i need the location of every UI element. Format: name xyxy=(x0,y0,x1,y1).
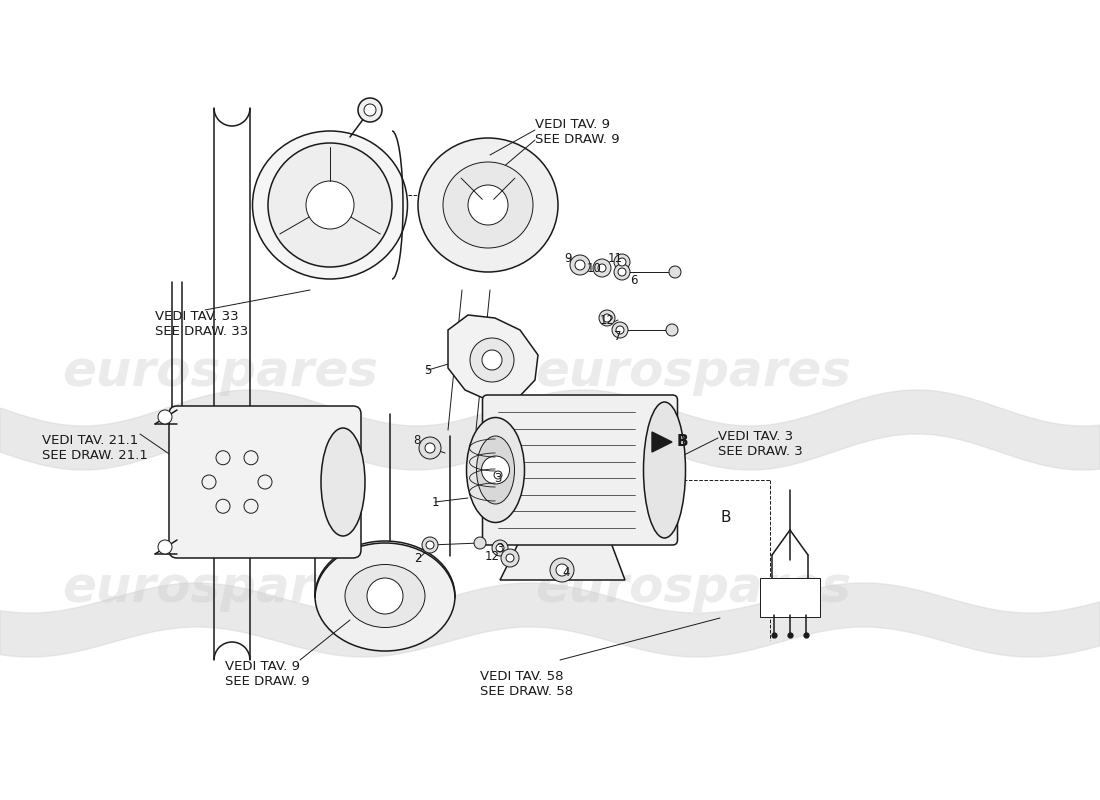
Circle shape xyxy=(158,540,172,554)
Polygon shape xyxy=(500,540,625,580)
Circle shape xyxy=(474,537,486,549)
Ellipse shape xyxy=(321,428,365,536)
Ellipse shape xyxy=(418,138,558,272)
Text: VEDI TAV. 33
SEE DRAW. 33: VEDI TAV. 33 SEE DRAW. 33 xyxy=(155,310,249,338)
Text: 10: 10 xyxy=(586,262,602,274)
Text: 8: 8 xyxy=(414,434,420,446)
Ellipse shape xyxy=(476,436,515,504)
Circle shape xyxy=(482,456,509,484)
Circle shape xyxy=(570,255,590,275)
Text: VEDI TAV. 9
SEE DRAW. 9: VEDI TAV. 9 SEE DRAW. 9 xyxy=(535,118,619,146)
FancyBboxPatch shape xyxy=(169,406,361,558)
Circle shape xyxy=(364,104,376,116)
Polygon shape xyxy=(448,315,538,402)
Text: 3: 3 xyxy=(494,471,502,485)
Circle shape xyxy=(367,578,403,614)
Circle shape xyxy=(618,258,626,266)
Circle shape xyxy=(616,326,624,334)
Text: 3: 3 xyxy=(496,542,504,555)
Circle shape xyxy=(470,338,514,382)
Circle shape xyxy=(556,564,568,576)
Circle shape xyxy=(492,540,508,556)
Circle shape xyxy=(419,437,441,459)
Text: B: B xyxy=(676,434,689,450)
Text: 6: 6 xyxy=(630,274,638,286)
Circle shape xyxy=(494,471,502,479)
Circle shape xyxy=(500,549,519,567)
Polygon shape xyxy=(652,432,672,452)
Circle shape xyxy=(614,254,630,270)
Circle shape xyxy=(593,259,611,277)
Circle shape xyxy=(306,181,354,229)
Text: 12: 12 xyxy=(484,550,499,563)
Circle shape xyxy=(612,322,628,338)
Ellipse shape xyxy=(644,402,685,538)
Circle shape xyxy=(575,260,585,270)
Circle shape xyxy=(666,324,678,336)
FancyBboxPatch shape xyxy=(760,578,820,617)
Ellipse shape xyxy=(466,418,525,522)
Circle shape xyxy=(268,143,392,267)
Circle shape xyxy=(426,541,434,549)
Text: VEDI TAV. 9
SEE DRAW. 9: VEDI TAV. 9 SEE DRAW. 9 xyxy=(226,660,309,688)
Text: 11: 11 xyxy=(607,251,623,265)
Circle shape xyxy=(600,310,615,326)
Circle shape xyxy=(506,554,514,562)
Circle shape xyxy=(358,98,382,122)
Circle shape xyxy=(482,350,502,370)
Ellipse shape xyxy=(315,541,455,651)
Text: eurospares: eurospares xyxy=(62,564,378,612)
Text: 5: 5 xyxy=(425,363,431,377)
Text: eurospares: eurospares xyxy=(62,348,378,396)
Circle shape xyxy=(490,467,506,483)
Text: 7: 7 xyxy=(614,330,622,342)
Text: VEDI TAV. 3
SEE DRAW. 3: VEDI TAV. 3 SEE DRAW. 3 xyxy=(718,430,803,458)
Circle shape xyxy=(425,443,435,453)
Circle shape xyxy=(496,544,504,552)
Text: 4: 4 xyxy=(562,566,570,578)
Text: 1: 1 xyxy=(431,495,439,509)
Circle shape xyxy=(603,314,611,322)
Circle shape xyxy=(468,185,508,225)
Circle shape xyxy=(618,268,626,276)
Ellipse shape xyxy=(253,131,407,279)
Circle shape xyxy=(614,264,630,280)
Circle shape xyxy=(669,266,681,278)
Text: VEDI TAV. 21.1
SEE DRAW. 21.1: VEDI TAV. 21.1 SEE DRAW. 21.1 xyxy=(42,434,147,462)
Circle shape xyxy=(550,558,574,582)
Circle shape xyxy=(598,264,606,272)
Ellipse shape xyxy=(345,565,425,627)
Text: B: B xyxy=(720,510,730,526)
Text: 2: 2 xyxy=(415,553,421,566)
Text: VEDI TAV. 58
SEE DRAW. 58: VEDI TAV. 58 SEE DRAW. 58 xyxy=(480,670,573,698)
Text: 9: 9 xyxy=(564,251,572,265)
Text: eurospares: eurospares xyxy=(535,564,851,612)
Circle shape xyxy=(158,410,172,424)
Circle shape xyxy=(422,537,438,553)
Ellipse shape xyxy=(443,162,534,248)
Text: 12: 12 xyxy=(600,314,615,326)
FancyBboxPatch shape xyxy=(483,395,678,545)
Text: eurospares: eurospares xyxy=(535,348,851,396)
